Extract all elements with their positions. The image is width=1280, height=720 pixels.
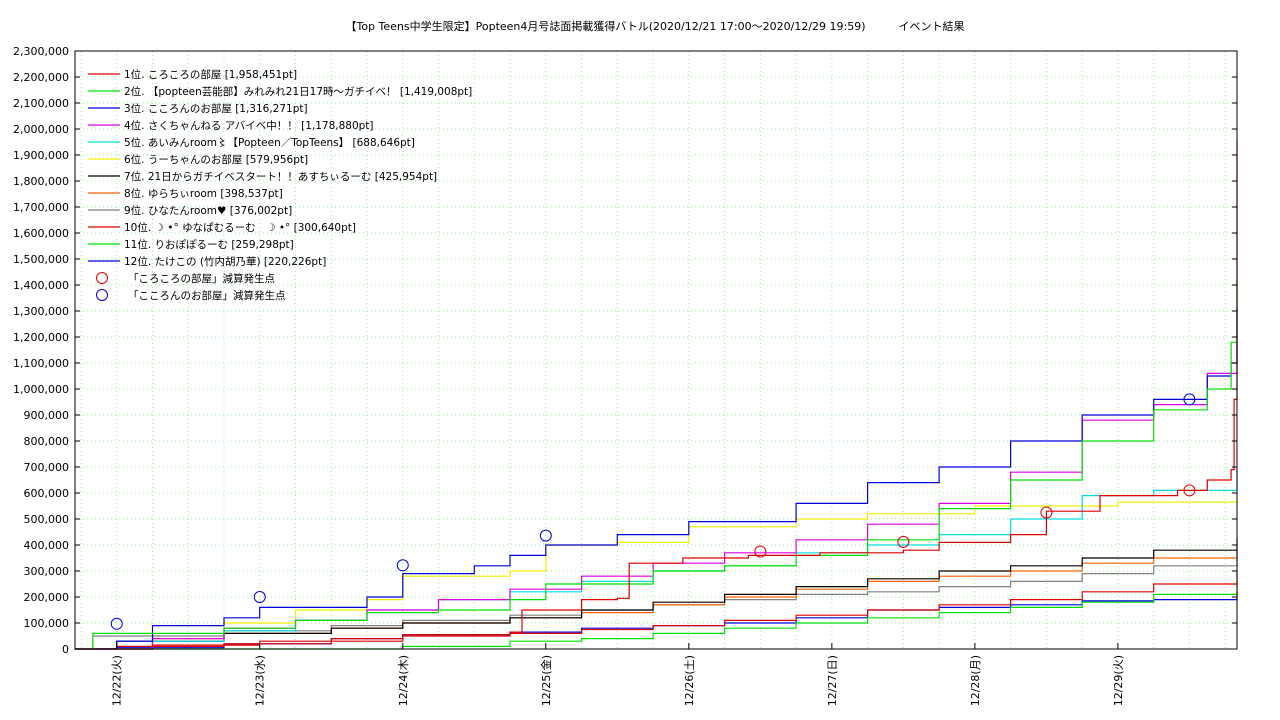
y-tick-label: 1,900,000 (13, 149, 69, 162)
x-tick-label: 12/29(火) (1112, 655, 1125, 706)
y-tick-label: 1,200,000 (13, 331, 69, 344)
series-line (75, 280, 1238, 650)
x-tick-label: 12/23(水) (254, 655, 267, 706)
chart-title: 【Top Teens中学生限定】Popteen4月号誌面掲載獲得バトル(2020… (345, 19, 964, 33)
x-axis: 12/22(火) 12/23(水) 12/24(木) 12/25(金) 12/26(土)… (111, 643, 1125, 706)
marker-point (110, 617, 123, 630)
y-tick-label: 2,200,000 (13, 71, 69, 84)
x-tick-label: 12/26(土) (683, 655, 696, 706)
y-tick-label: 1,800,000 (13, 175, 69, 188)
y-tick-label: 800,000 (24, 435, 70, 448)
y-tick-label: 1,600,000 (13, 227, 69, 240)
y-tick-label: 300,000 (24, 565, 70, 578)
legend-label: 11位. りおぽぽるーむ [259,298pt] (124, 238, 294, 251)
series-lines (75, 139, 1238, 650)
y-tick-label: 700,000 (24, 461, 70, 474)
y-tick-label: 1,100,000 (13, 357, 69, 370)
x-tick-label: 12/25(金) (539, 655, 553, 706)
series-line (75, 591, 1238, 650)
y-tick-label: 900,000 (24, 409, 70, 422)
y-tick-label: 600,000 (24, 487, 70, 500)
legend-label: 1位. ころころの部屋 [1,958,451pt] (124, 68, 297, 81)
legend-label: 6位. うーちゃんのお部屋 [579,956pt] (124, 153, 308, 166)
legend: 1位. ころころの部屋 [1,958,451pt] 2位. 【popteen芸能部… (88, 68, 472, 302)
series-line (75, 342, 1238, 650)
series-line (75, 570, 1238, 650)
marker-point (1040, 506, 1053, 519)
series-line (75, 306, 1238, 650)
y-tick-label: 500,000 (24, 513, 70, 526)
x-tick-label: 12/28(月) (969, 655, 982, 706)
x-tick-label: 12/27(日) (826, 655, 839, 706)
series-line (75, 139, 1238, 650)
markers (110, 393, 1196, 630)
marker-point (1183, 393, 1196, 406)
x-tick-label: 12/22(火) (111, 655, 124, 706)
legend-label: 3位. こころんのお部屋 [1,316,271pt] (124, 102, 308, 115)
y-tick-label: 1,700,000 (13, 201, 69, 214)
y-tick-label: 2,300,000 (13, 45, 69, 58)
legend-label: 12位. たけこの (竹内胡乃華) [220,226pt] (124, 255, 326, 268)
legend-label: 2位. 【popteen芸能部】みれみれ21日17時〜ガチイベ！ [1,419,… (124, 85, 472, 98)
y-tick-label: 1,400,000 (13, 279, 69, 292)
legend-marker (96, 289, 108, 301)
legend-label: 7位. 21日からガチイベスタート！！あすちぃるーむ [425,954pt] (124, 170, 437, 183)
marker-point (396, 559, 409, 572)
y-tick-label: 2,100,000 (13, 97, 69, 110)
y-tick-label: 200,000 (24, 591, 70, 604)
legend-label: 5位. あいみんroom〻【Popteen／TopTeens】 [688,646… (124, 136, 415, 149)
y-tick-label: 100,000 (24, 617, 70, 630)
y-tick-label: 1,500,000 (13, 253, 69, 266)
legend-label: 9位. ひなたんroom♥ [376,002pt] (124, 204, 292, 217)
series-line (75, 498, 1238, 650)
legend-label: 8位. ゆらちぃroom [398,537pt] (124, 187, 283, 200)
legend-label: 「こころんのお部屋」減算発生点 (128, 289, 286, 302)
marker-point (754, 545, 767, 558)
marker-point (253, 591, 266, 603)
x-tick-label: 12/24(木) (397, 655, 410, 706)
legend-label: 「ころころの部屋」減算発生点 (128, 272, 275, 285)
y-tick-label: 0 (62, 643, 69, 656)
series-line (75, 538, 1238, 650)
y-tick-label: 400,000 (24, 539, 70, 552)
series-line (75, 470, 1238, 650)
y-axis: 0 100,000 200,000 300,000 400,000 500,000 600,… (13, 45, 1237, 656)
legend-label: 10位. ☽ •° ゆなぱむるーむ ☽ •° [300,640pt] (124, 221, 356, 234)
legend-label: 4位. さくちゃんねる アバイベ中！！ [1,178,880pt] (124, 119, 374, 132)
marker-point (539, 529, 552, 542)
series-line (75, 581, 1238, 650)
y-tick-label: 2,000,000 (13, 123, 69, 136)
y-tick-label: 1,300,000 (13, 305, 69, 318)
marker-point (1183, 484, 1196, 497)
y-tick-label: 1,000,000 (13, 383, 69, 396)
marker-point (897, 535, 910, 548)
plot-frame (74, 50, 1238, 650)
legend-marker (96, 272, 108, 284)
